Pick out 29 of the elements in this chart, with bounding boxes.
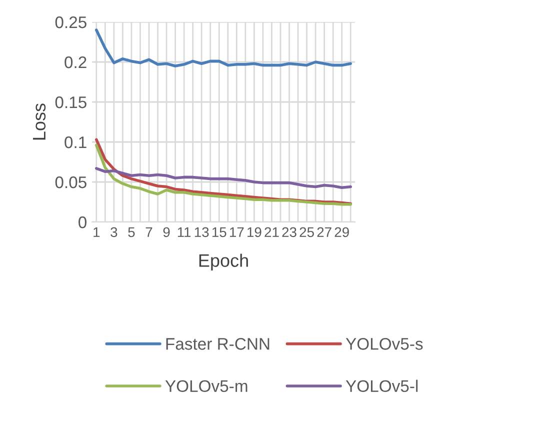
line-series <box>94 28 352 68</box>
y-tick-label: 0.2 <box>64 56 86 68</box>
legend-label: Faster R-CNN <box>166 338 270 350</box>
x-tick-label: 3 <box>110 227 118 238</box>
y-axis-title: Loss <box>32 104 46 140</box>
x-tick-label: 15 <box>212 227 226 238</box>
y-tick-label: 0.25 <box>55 16 86 28</box>
x-tick-label: 1 <box>94 227 100 237</box>
legend-label: YOLOv5-m <box>165 380 248 392</box>
line-series <box>94 167 352 189</box>
x-tick-label: 9 <box>163 227 170 238</box>
x-tick-label: 25 <box>300 227 314 238</box>
x-tick-label: 7 <box>146 227 152 237</box>
y-tick-label: 0.05 <box>55 176 86 188</box>
x-tick-label: 21 <box>264 227 279 237</box>
y-tick-label: 0.15 <box>55 96 86 108</box>
x-tick-label: 17 <box>230 227 244 237</box>
y-tick-label: 0.1 <box>64 136 86 148</box>
x-tick-label: 5 <box>128 227 135 238</box>
x-tick-label: 27 <box>317 227 332 237</box>
legend-label: YOLOv5-l <box>346 380 418 392</box>
x-tick-label: 11 <box>178 227 191 237</box>
x-tick-label: 23 <box>282 227 296 238</box>
x-tick-label: 13 <box>194 227 209 238</box>
y-tick-label: 0 <box>78 216 86 228</box>
x-tick-label: 19 <box>248 227 262 238</box>
legend-label: YOLOv5-s <box>346 338 423 350</box>
x-axis-title: Epoch <box>199 254 248 271</box>
x-tick-label: 29 <box>334 227 349 238</box>
